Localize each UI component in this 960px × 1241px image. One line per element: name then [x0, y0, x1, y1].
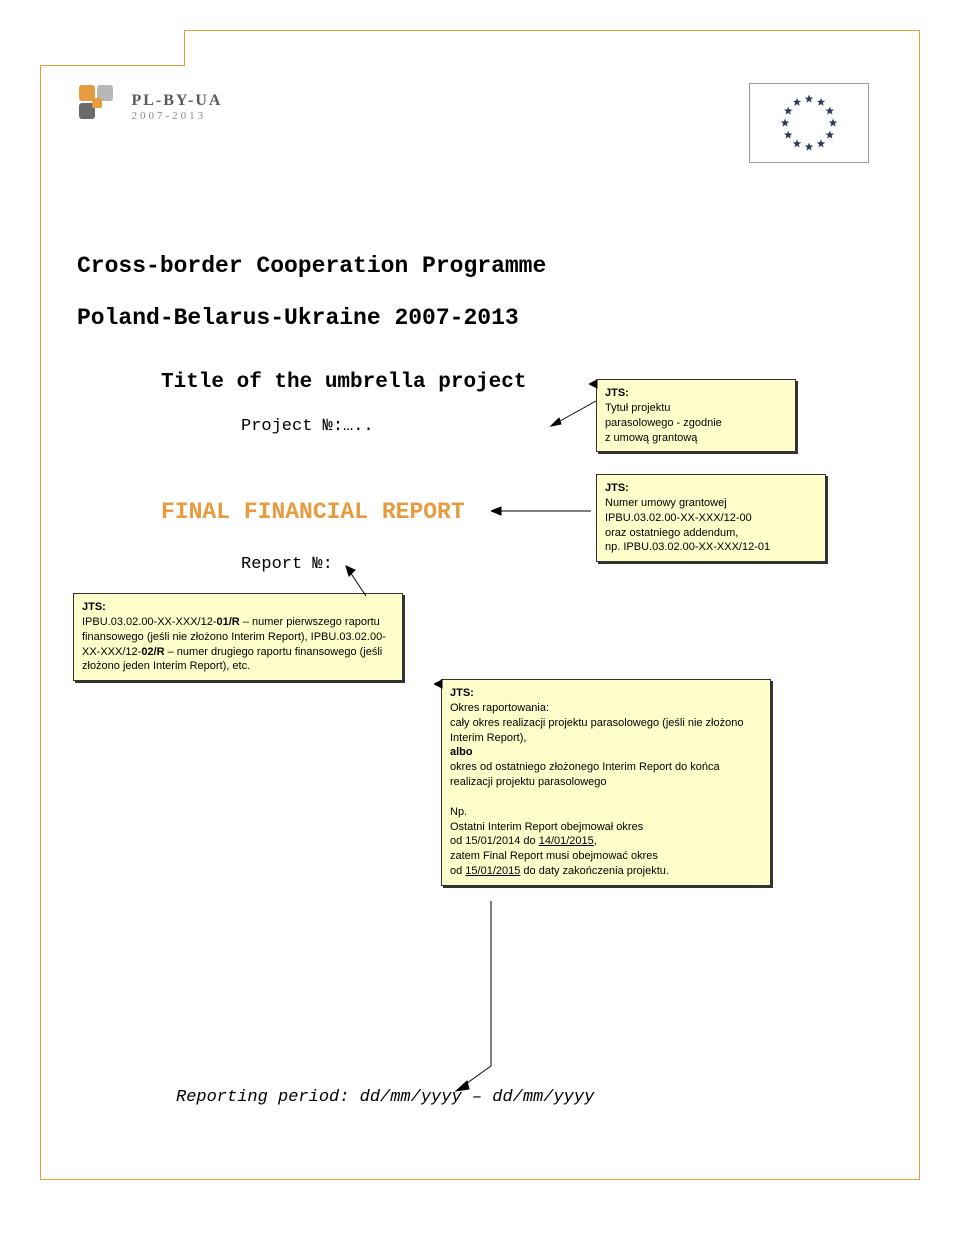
- note-body: Numer umowy grantowej IPBU.03.02.00-XX-X…: [605, 497, 770, 554]
- arrow-note3-to-report: [341, 561, 381, 601]
- logo-years: 2007-2013: [131, 110, 222, 122]
- note-label: JTS:: [605, 482, 629, 494]
- programme-logo: PL-BY-UA 2007-2013: [77, 83, 267, 130]
- note-reporting-period: JTS: Okres raportowania: cały okres real…: [441, 679, 771, 886]
- arrow-pointer-note4: [434, 679, 444, 689]
- arrow-final-to-note2: [491, 501, 601, 521]
- note-body-3: Np. Ostatni Interim Report obejmował okr…: [450, 806, 669, 877]
- note-report-number: JTS: IPBU.03.02.00-XX-XXX/12-01/R – nume…: [73, 593, 403, 681]
- note-body-1: Okres raportowania: cały okres realizacj…: [450, 702, 743, 744]
- arrow-pointer-note1: [589, 379, 599, 389]
- eu-flag-icon: [749, 83, 869, 163]
- note-body-bold: albo: [450, 746, 473, 758]
- final-report-heading: FINAL FINANCIAL REPORT: [161, 499, 465, 525]
- corner-accent-box: [40, 30, 185, 66]
- note-project-title: JTS: Tytuł projektu parasolowego - zgodn…: [596, 379, 796, 452]
- arrow-note4-to-period: [446, 901, 536, 1096]
- umbrella-title-label: Title of the umbrella project: [161, 371, 526, 394]
- programme-heading-2: Poland-Belarus-Ukraine 2007-2013: [77, 305, 519, 331]
- page-frame: PL-BY-UA 2007-2013 Cross-border Cooperat…: [40, 30, 920, 1180]
- programme-heading-1: Cross-border Cooperation Programme: [77, 253, 546, 279]
- report-number-label: Report №:: [241, 555, 333, 574]
- logo-title: PL-BY-UA: [131, 92, 222, 110]
- arrow-title-to-note1: [541, 386, 601, 436]
- note-body: Tytuł projektu parasolowego - zgodnie z …: [605, 402, 722, 444]
- note-body: IPBU.03.02.00-XX-XXX/12-01/R – numer pie…: [82, 616, 386, 673]
- note-label: JTS:: [450, 687, 474, 699]
- logo-mark-icon: [77, 83, 119, 130]
- note-body-2: okres od ostatniego złożonego Interim Re…: [450, 761, 720, 788]
- note-label: JTS:: [605, 387, 629, 399]
- note-contract-number: JTS: Numer umowy grantowej IPBU.03.02.00…: [596, 474, 826, 562]
- note-label: JTS:: [82, 601, 106, 613]
- project-number-label: Project №:…..: [241, 417, 374, 436]
